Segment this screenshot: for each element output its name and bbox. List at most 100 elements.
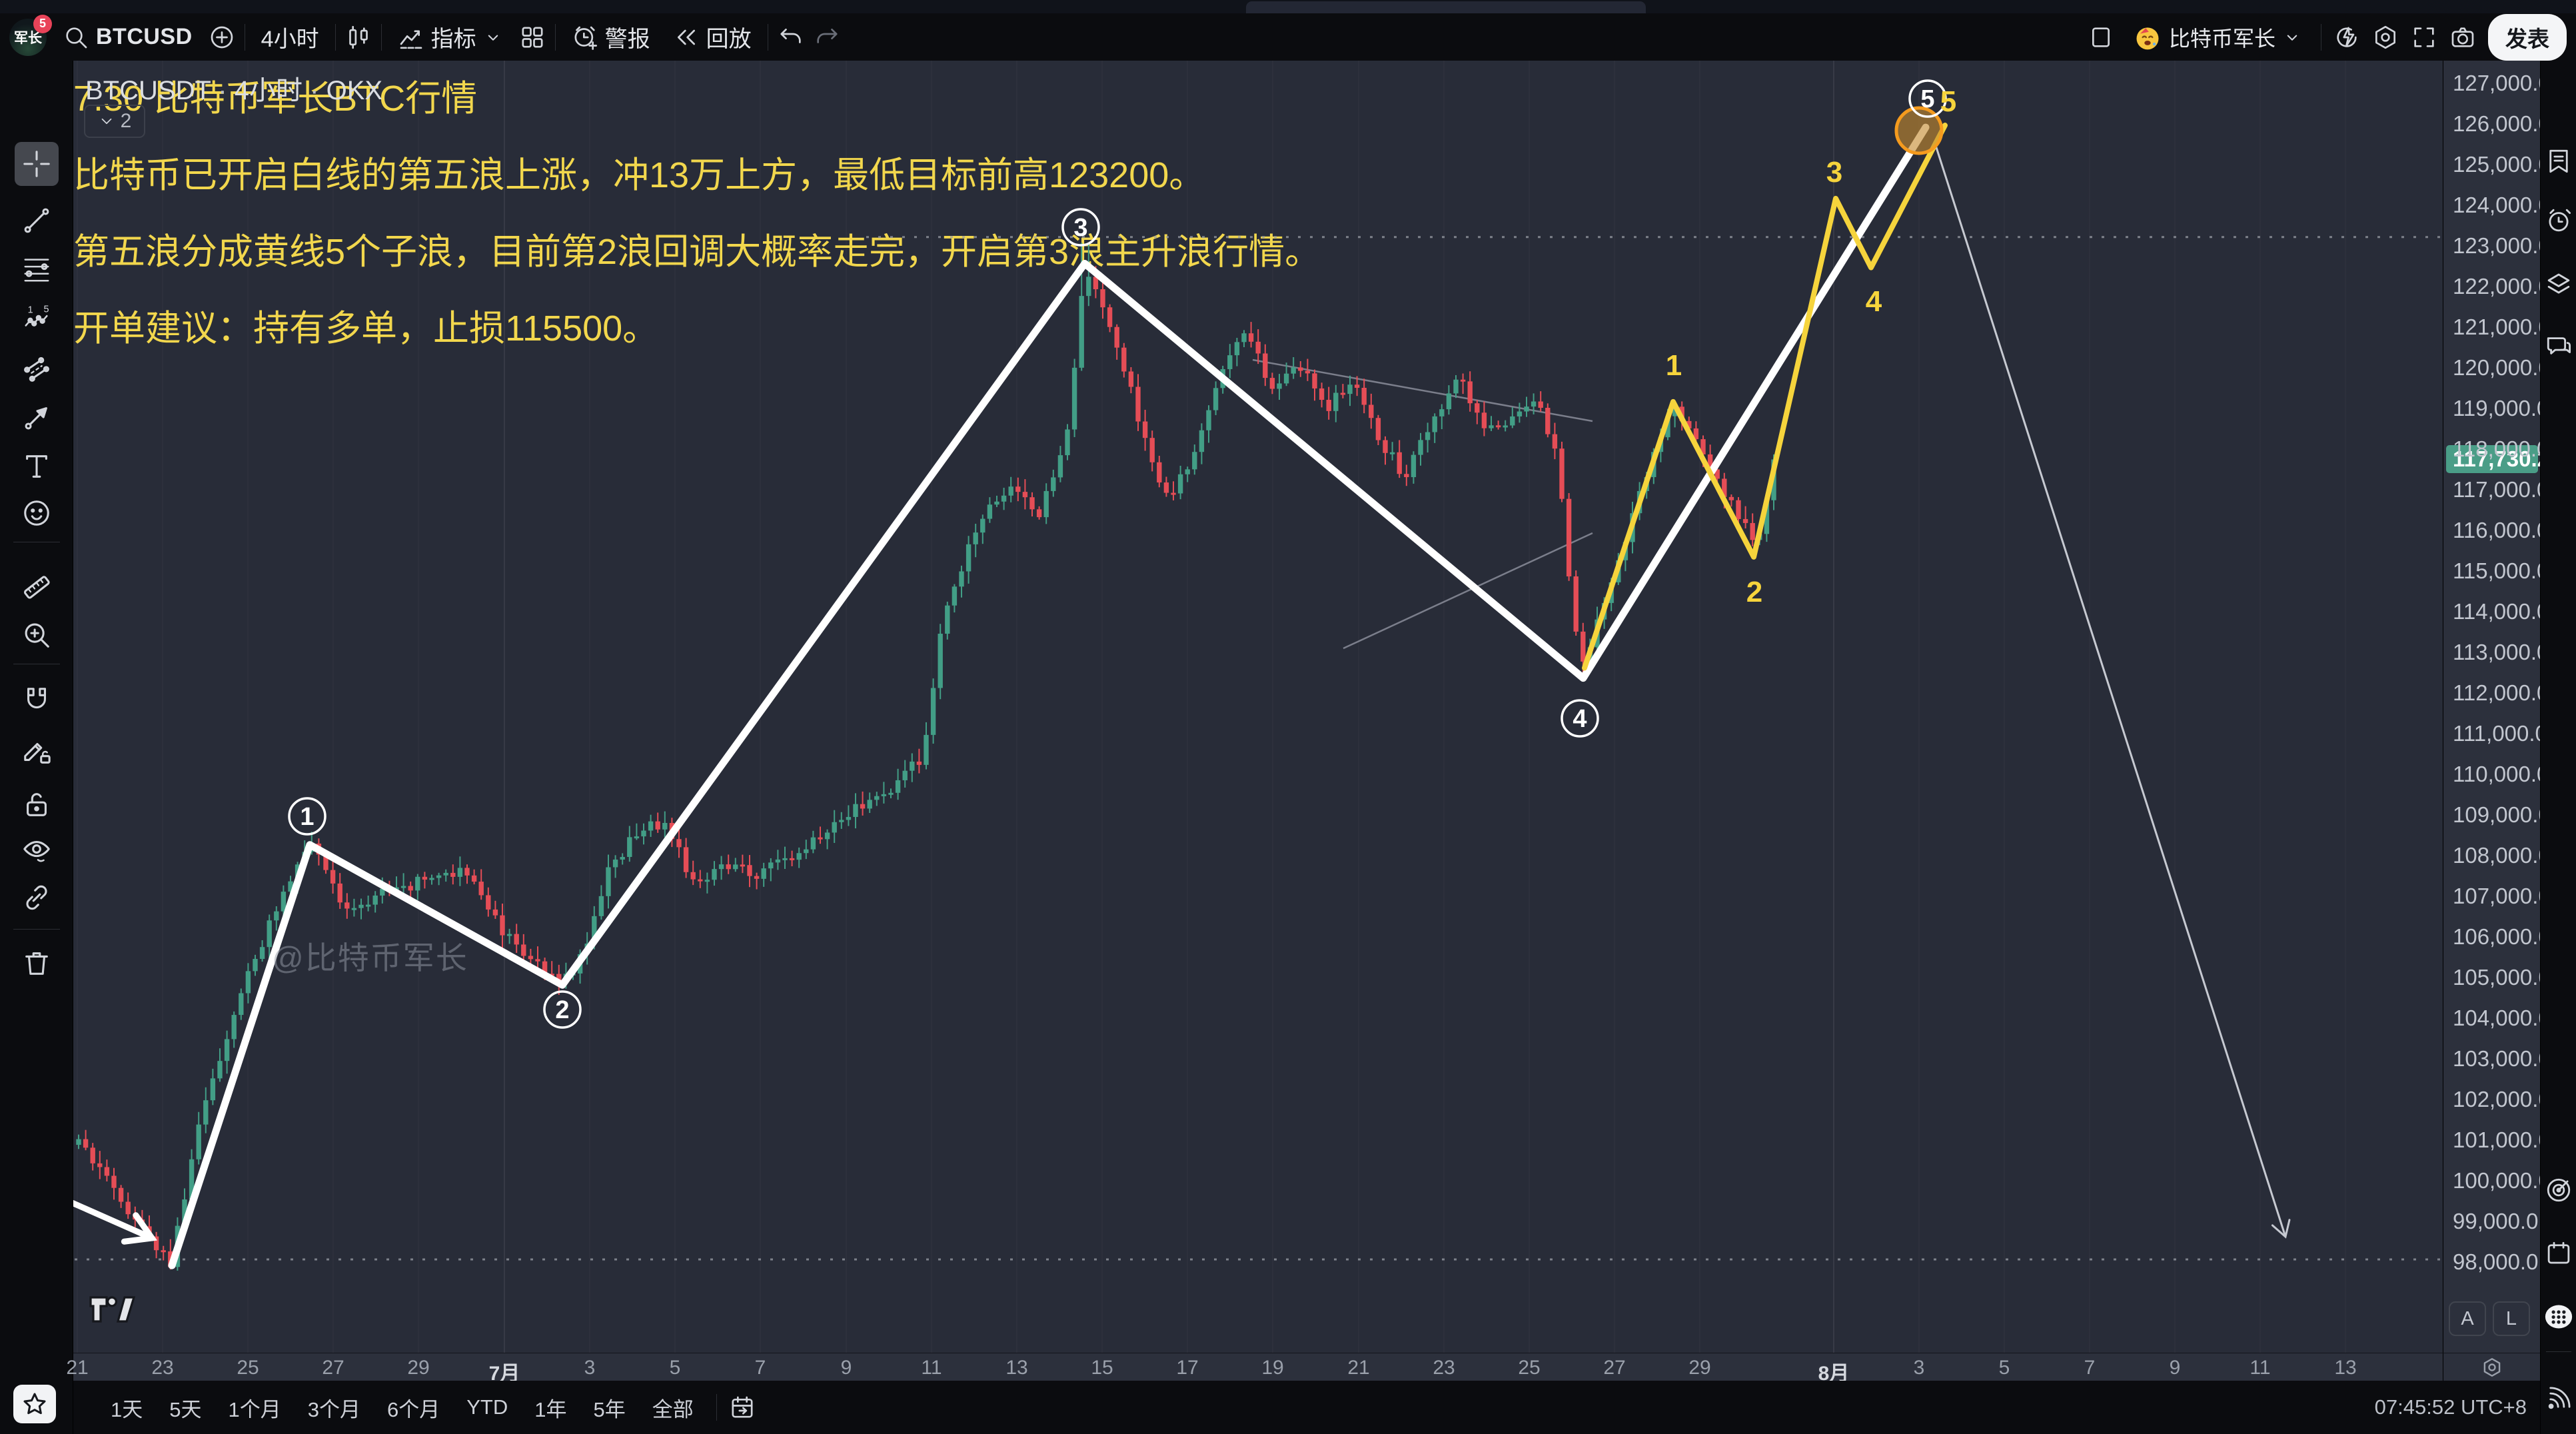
trend-line-tool[interactable] — [15, 199, 59, 243]
account-menu[interactable]: 比特币军长 — [2126, 17, 2309, 58]
user-avatar[interactable]: 军长 5 — [9, 14, 52, 56]
range-button-1年[interactable]: 1年 — [534, 1397, 567, 1421]
crosshair-tool[interactable] — [15, 142, 59, 186]
remove-drawings-tool[interactable] — [15, 942, 59, 986]
chart-canvas[interactable]: 1 2 3 4 5 1 2 3 4 5 — [73, 61, 2443, 1353]
watchlist-icon[interactable] — [2544, 147, 2573, 176]
scale-settings-gear-icon[interactable] — [2480, 1355, 2504, 1379]
panel-layout-icon[interactable] — [2088, 24, 2114, 51]
sync-drawings-link-tool[interactable] — [15, 876, 59, 920]
time-tick-label: 23 — [1433, 1357, 1455, 1379]
magnet-mode-tool[interactable] — [15, 678, 59, 722]
fullscreen-icon[interactable] — [2411, 24, 2437, 51]
legend-exchange[interactable]: OKX — [326, 76, 383, 105]
object-tree-layers-icon[interactable] — [2544, 269, 2573, 299]
browser-tab[interactable] — [1246, 1, 1646, 13]
alerts-clock-icon[interactable] — [2544, 206, 2573, 235]
price-scale[interactable]: 117,730.2 A L 127,000.0 126,000.0 125,000.… — [2443, 61, 2551, 1353]
log-scale-button[interactable]: L — [2493, 1301, 2530, 1336]
time-tick-label: 3 — [584, 1357, 596, 1379]
time-scale[interactable]: 21 23 25 27 29 7月 3 5 7 9 11 13 15 17 19 21 23 25 27 29 8月 3 5… — [66, 1353, 2443, 1385]
wedge-trendline[interactable] — [1252, 358, 1593, 422]
entry-circle-marker[interactable] — [1894, 106, 1944, 155]
text-tool[interactable] — [15, 444, 59, 488]
projection-arrow-line[interactable] — [1933, 141, 2287, 1237]
range-button-5年[interactable]: 5年 — [593, 1397, 626, 1421]
legend-interval[interactable]: 4小时 — [234, 76, 303, 105]
stay-in-drawing-mode-tool[interactable] — [15, 730, 59, 774]
start-arrow-line[interactable] — [73, 1199, 155, 1241]
layout-grid-icon[interactable] — [519, 24, 546, 51]
range-button-3个月[interactable]: 3个月 — [307, 1397, 360, 1421]
symbol-search-button[interactable]: BTCUSD — [56, 19, 199, 56]
scanner-radar-icon[interactable] — [2544, 1175, 2573, 1205]
white-impulse-wave[interactable] — [168, 123, 1930, 1269]
undo-icon[interactable] — [778, 24, 804, 51]
price-tick-label: 122,000.0 — [2453, 274, 2551, 299]
time-tick-label: 13 — [1005, 1357, 1028, 1379]
candles-style-icon[interactable] — [345, 24, 372, 51]
compare-add-icon[interactable] — [209, 24, 235, 51]
ruler-tool[interactable] — [15, 565, 59, 609]
emoji-tool[interactable] — [15, 491, 59, 535]
clock-timezone[interactable]: 07:45:52 UTC+8 — [2374, 1395, 2527, 1419]
quick-flash-icon[interactable] — [2333, 24, 2360, 51]
publish-button[interactable]: 发表 — [2488, 13, 2567, 61]
time-tick-label: 21 — [1347, 1357, 1370, 1379]
settings-gear-icon[interactable] — [2372, 24, 2399, 51]
arrow-tool[interactable] — [15, 396, 59, 440]
white-wave-label-circle — [1908, 79, 1947, 118]
browser-tab-strip — [0, 0, 2576, 13]
white-wave-label-circle — [543, 990, 582, 1029]
last-price-badge: 117,730.2 — [2446, 445, 2549, 474]
replay-button[interactable]: 回放 — [666, 15, 758, 59]
idea-annotation-text[interactable]: 7.30 比特币军长BTC行情 比特币已开启白线的第五浪上涨，冲13万上方，最低… — [73, 61, 2443, 367]
range-button-5天[interactable]: 5天 — [169, 1397, 202, 1421]
calendar-icon[interactable] — [2544, 1239, 2573, 1268]
parallel-channel-tool[interactable] — [15, 346, 59, 390]
divider — [334, 23, 336, 51]
price-tick-label: 111,000.0 — [2453, 721, 2547, 746]
camera-snapshot-icon[interactable] — [2449, 24, 2476, 51]
range-button-1天[interactable]: 1天 — [111, 1397, 143, 1421]
legend-expander[interactable]: 2 — [84, 105, 145, 138]
time-tick-label: 15 — [1091, 1357, 1113, 1379]
price-tick-label: 114,000.0 — [2453, 599, 2549, 624]
fib-lines-tool[interactable] — [15, 247, 59, 291]
candlesticks — [76, 243, 1776, 1271]
range-button-全部[interactable]: 全部 — [652, 1397, 694, 1421]
chat-icon[interactable] — [2544, 331, 2573, 360]
chart-legend[interactable]: BTCUSDT · 4小时 · OKX — [85, 76, 383, 105]
favorites-star-button[interactable] — [13, 1385, 56, 1423]
yellow-subwave[interactable] — [1582, 123, 1948, 671]
price-tick-label: 113,000.0 — [2453, 640, 2549, 664]
hide-drawings-tool[interactable] — [15, 828, 59, 872]
right-sidebar — [2540, 61, 2576, 1434]
wedge-trendline[interactable] — [1343, 532, 1593, 650]
auto-scale-button[interactable]: A — [2449, 1301, 2486, 1336]
white-wave-label-circle — [1061, 208, 1100, 247]
interval-label: 4小时 — [261, 27, 319, 52]
star-icon — [23, 1393, 46, 1415]
time-tick-label: 29 — [407, 1357, 430, 1379]
lock-drawings-tool[interactable] — [15, 782, 59, 826]
redo-icon[interactable] — [814, 24, 840, 51]
interval-button[interactable]: 4小时 — [255, 15, 326, 59]
time-tick-label: 9 — [840, 1357, 852, 1379]
svg-text:5: 5 — [44, 304, 49, 315]
range-button-YTD[interactable]: YTD — [466, 1395, 508, 1419]
time-tick-label: 27 — [322, 1357, 344, 1379]
range-button-1个月[interactable]: 1个月 — [228, 1397, 281, 1421]
apps-grid-icon[interactable] — [2544, 1302, 2573, 1331]
yellow-wave-label: 4 — [1866, 285, 1882, 318]
legend-symbol[interactable]: BTCUSDT — [85, 76, 211, 105]
signal-streams-icon[interactable] — [2544, 1384, 2573, 1413]
tradingview-logo[interactable] — [89, 1295, 137, 1331]
indicators-button[interactable]: 指标 — [391, 15, 510, 59]
range-button-6个月[interactable]: 6个月 — [387, 1397, 440, 1421]
zoom-in-tool[interactable] — [15, 613, 59, 657]
alert-button[interactable]: 警报 — [565, 15, 657, 59]
go-to-date-icon[interactable] — [729, 1394, 756, 1421]
